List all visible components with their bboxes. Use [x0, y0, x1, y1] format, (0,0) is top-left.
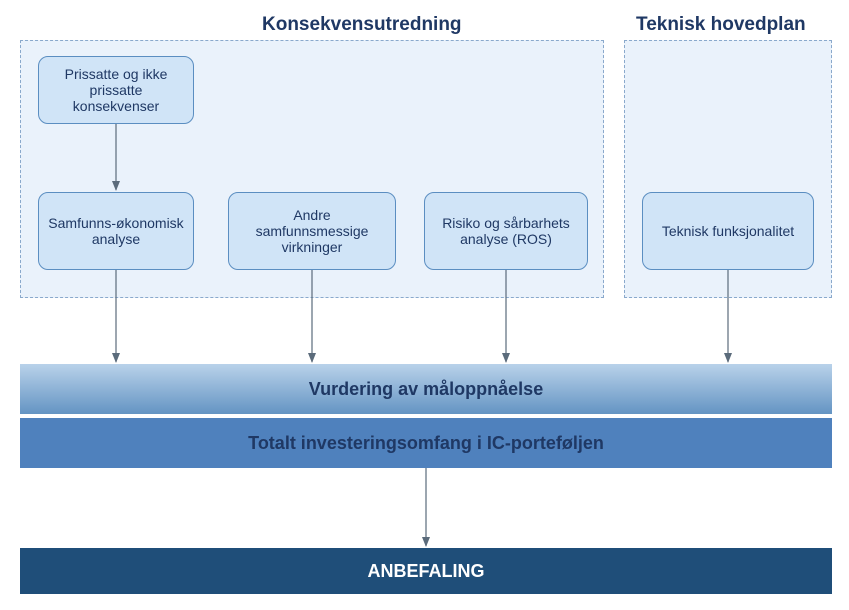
bar-anbefaling: ANBEFALING — [20, 548, 832, 594]
node-andre: Andre samfunnsmessige virkninger — [228, 192, 396, 270]
node-tekniskfunk: Teknisk funksjonalitet — [642, 192, 814, 270]
bar-totalt: Totalt investeringsomfang i IC-portefølj… — [20, 418, 832, 468]
node-risiko: Risiko og sårbarhets analyse (ROS) — [424, 192, 588, 270]
bar-vurdering: Vurdering av måloppnåelse — [20, 364, 832, 414]
node-samfunns: Samfunns-økonomisk analyse — [38, 192, 194, 270]
node-prissatte: Prissatte og ikke prissatte konsekvenser — [38, 56, 194, 124]
container-title-teknisk: Teknisk hovedplan — [636, 14, 816, 36]
container-title-konsekvens: Konsekvensutredning — [262, 14, 662, 36]
